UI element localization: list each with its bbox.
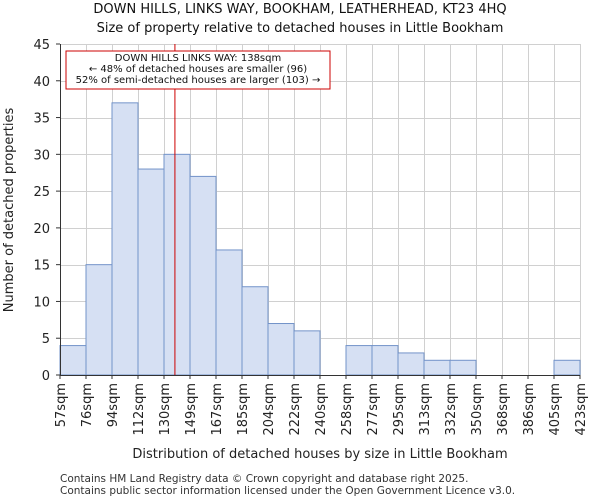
- x-tick-label: 130sqm: [158, 383, 173, 436]
- x-tick-label: 277sqm: [366, 383, 381, 436]
- histogram-bar: [397, 352, 425, 376]
- x-tick-label: 240sqm: [314, 383, 329, 436]
- x-tick-label: 295sqm: [392, 383, 407, 436]
- x-tick-label: 94sqm: [106, 383, 121, 427]
- x-tick-label: 185sqm: [236, 383, 251, 436]
- annotation-box: DOWN HILLS LINKS WAY: 138sqm ← 48% of de…: [65, 50, 331, 90]
- annotation-line-3: 52% of semi-detached houses are larger (…: [76, 75, 321, 86]
- x-tick-label: 332sqm: [444, 383, 459, 436]
- x-tick-layer: 57sqm 76sqm 94sqm 112sqm 130sqm 149sqm 167sqm 1…: [54, 375, 589, 436]
- histogram-bar: [345, 345, 373, 376]
- y-tick-label: 10: [33, 295, 50, 310]
- chart-title: DOWN HILLS, LINKS WAY, BOOKHAM, LEATHERH…: [93, 2, 506, 17]
- x-tick-label: 112sqm: [132, 383, 147, 436]
- histogram-bar: [267, 323, 295, 376]
- x-tick-label: 350sqm: [470, 383, 485, 436]
- y-tick-label: 15: [33, 259, 50, 274]
- histogram-bar: [137, 168, 165, 376]
- x-tick-label: 222sqm: [288, 383, 303, 436]
- x-tick-label: 167sqm: [210, 383, 225, 436]
- footer-line-1: Contains HM Land Registry data © Crown c…: [60, 473, 468, 485]
- annotation-line-1: DOWN HILLS LINKS WAY: 138sqm: [115, 53, 281, 64]
- histogram-bar: [553, 359, 581, 376]
- histogram-bar: [241, 286, 269, 376]
- chart-subtitle: Size of property relative to detached ho…: [97, 21, 504, 36]
- x-tick-label: 149sqm: [184, 383, 199, 436]
- histogram-bar: [215, 249, 243, 376]
- y-tick-label: 0: [42, 369, 50, 384]
- bars-layer: [59, 102, 581, 376]
- histogram-bar: [163, 153, 191, 376]
- y-tick-label: 30: [33, 148, 50, 163]
- histogram-bar: [423, 359, 451, 376]
- histogram-bar: [449, 359, 477, 376]
- x-tick-label: 258sqm: [340, 383, 355, 436]
- x-tick-label: 57sqm: [54, 383, 69, 427]
- histogram-bar: [59, 345, 87, 376]
- x-tick-label: 368sqm: [496, 383, 511, 436]
- histogram-bar: [111, 102, 139, 376]
- x-axis-label: Distribution of detached houses by size …: [132, 447, 507, 462]
- y-tick-label: 40: [33, 75, 50, 90]
- x-tick-label: 405sqm: [548, 383, 563, 436]
- annotation-box-frame: [65, 50, 331, 90]
- annotation-line-2: ← 48% of detached houses are smaller (96…: [89, 64, 307, 75]
- y-tick-label: 20: [33, 222, 50, 237]
- histogram-bar: [293, 330, 321, 376]
- y-tick-label: 35: [33, 112, 50, 127]
- histogram-bar: [85, 264, 113, 376]
- x-tick-label: 386sqm: [522, 383, 537, 436]
- y-tick-label: 45: [33, 38, 50, 53]
- histogram-bar: [189, 175, 217, 376]
- y-axis-label: Number of detached properties: [2, 108, 17, 313]
- footer-line-2: Contains public sector information licen…: [60, 485, 515, 497]
- x-tick-label: 423sqm: [574, 383, 589, 436]
- x-tick-label: 313sqm: [418, 383, 433, 436]
- y-tick-label: 5: [42, 332, 50, 347]
- x-tick-label: 204sqm: [262, 383, 277, 436]
- histogram-bar: [371, 345, 399, 376]
- x-tick-label: 76sqm: [80, 383, 95, 427]
- y-tick-layer: 0 5 10 15 20 25 30 35 40 45: [33, 38, 60, 384]
- y-tick-label: 25: [33, 185, 50, 200]
